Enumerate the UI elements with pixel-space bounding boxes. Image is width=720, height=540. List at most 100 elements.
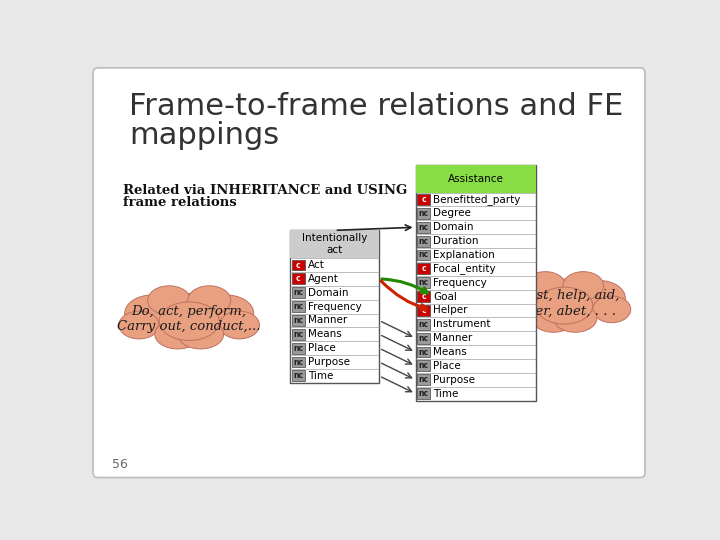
Bar [292, 260, 305, 271]
Ellipse shape [527, 279, 602, 325]
Text: Manner: Manner [433, 333, 472, 343]
Text: nc: nc [418, 348, 428, 356]
Text: 56: 56 [112, 458, 127, 471]
Text: Frame-to-frame relations and FE: Frame-to-frame relations and FE [129, 92, 623, 121]
Ellipse shape [159, 302, 220, 340]
Text: Assist, help, aid,
Cater, abet, . . .: Assist, help, aid, Cater, abet, . . . [509, 289, 619, 318]
Ellipse shape [554, 304, 597, 332]
Ellipse shape [119, 311, 159, 339]
Ellipse shape [148, 286, 191, 315]
Text: c: c [296, 274, 300, 284]
Bar [292, 329, 305, 340]
Bar [292, 287, 305, 298]
Text: Instrument: Instrument [433, 319, 491, 329]
Bar [292, 315, 305, 326]
Text: Place: Place [433, 361, 461, 371]
Ellipse shape [574, 280, 626, 316]
Text: Means: Means [307, 329, 341, 339]
Bar [292, 301, 305, 312]
Text: nc: nc [418, 389, 428, 398]
Ellipse shape [178, 320, 224, 349]
Ellipse shape [220, 311, 259, 339]
Text: Agent: Agent [307, 274, 338, 284]
Text: nc: nc [418, 237, 428, 246]
Text: Domain: Domain [433, 222, 474, 232]
Text: nc: nc [418, 278, 428, 287]
Bar [417, 333, 431, 343]
Bar [292, 343, 305, 354]
Text: c: c [296, 260, 300, 269]
Text: Frequency: Frequency [307, 301, 361, 312]
Text: Frequency: Frequency [433, 278, 487, 288]
Ellipse shape [125, 295, 179, 332]
Text: Time: Time [307, 371, 333, 381]
Ellipse shape [593, 296, 631, 323]
Text: mappings: mappings [129, 121, 279, 150]
Text: Purpose: Purpose [307, 357, 350, 367]
Text: nc: nc [293, 372, 303, 380]
Bar [417, 388, 431, 399]
Text: Benefitted_party: Benefitted_party [433, 194, 521, 205]
Text: frame relations: frame relations [122, 195, 236, 208]
Text: Act: Act [307, 260, 325, 270]
Text: Focal_entity: Focal_entity [433, 264, 496, 274]
FancyBboxPatch shape [290, 231, 379, 383]
Text: nc: nc [293, 316, 303, 325]
Text: nc: nc [418, 361, 428, 370]
Bar [417, 361, 431, 372]
Bar [292, 370, 305, 381]
Text: nc: nc [418, 223, 428, 232]
Text: Related via INHERITANCE and USING: Related via INHERITANCE and USING [122, 184, 407, 197]
Bar [417, 374, 431, 385]
Ellipse shape [532, 304, 575, 332]
Text: c: c [421, 292, 426, 301]
Bar [417, 236, 431, 247]
FancyBboxPatch shape [93, 68, 645, 477]
Ellipse shape [525, 272, 566, 300]
Ellipse shape [536, 287, 593, 324]
Ellipse shape [498, 296, 536, 323]
Text: c: c [421, 306, 426, 315]
Bar [417, 305, 431, 316]
FancyBboxPatch shape [415, 165, 536, 401]
Text: nc: nc [418, 209, 428, 218]
Text: Time: Time [433, 389, 459, 399]
Text: nc: nc [293, 302, 303, 311]
Bar [417, 194, 431, 205]
Ellipse shape [563, 272, 603, 300]
Text: Do, act, perform,
Carry out, conduct,...: Do, act, perform, Carry out, conduct,... [117, 305, 261, 333]
Text: Degree: Degree [433, 208, 471, 218]
Text: Manner: Manner [307, 315, 347, 326]
Text: Purpose: Purpose [433, 375, 475, 384]
Bar [290, 231, 379, 258]
Text: Goal: Goal [433, 292, 457, 301]
Text: Means: Means [433, 347, 467, 357]
Bar [417, 278, 431, 288]
Text: nc: nc [293, 357, 303, 367]
Text: Assistance: Assistance [448, 174, 503, 184]
Text: Domain: Domain [307, 288, 348, 298]
Text: c: c [421, 265, 426, 273]
Text: Duration: Duration [433, 236, 479, 246]
Ellipse shape [150, 294, 229, 341]
Bar [417, 222, 431, 233]
Text: nc: nc [418, 375, 428, 384]
Bar [417, 347, 431, 357]
Text: nc: nc [418, 251, 428, 260]
Text: nc: nc [293, 330, 303, 339]
Ellipse shape [188, 286, 231, 315]
Ellipse shape [503, 280, 555, 316]
Text: nc: nc [293, 288, 303, 297]
Text: c: c [421, 195, 426, 204]
Text: nc: nc [418, 334, 428, 343]
Text: Intentionally
act: Intentionally act [302, 233, 367, 255]
Text: Explanation: Explanation [433, 250, 495, 260]
Text: Helper: Helper [433, 306, 468, 315]
Bar [415, 165, 536, 193]
Bar [417, 291, 431, 302]
Bar [417, 249, 431, 260]
Bar [417, 208, 431, 219]
Text: nc: nc [418, 320, 428, 329]
Bar [292, 273, 305, 284]
Bar [417, 264, 431, 274]
